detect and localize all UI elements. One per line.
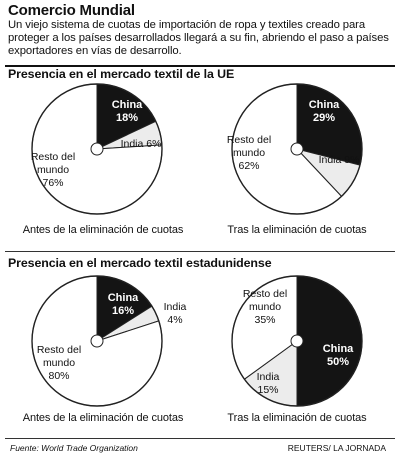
section-divider	[5, 65, 395, 67]
pie-outline	[231, 83, 363, 215]
pie-slice-china	[296, 275, 363, 407]
pie-label-china: China 29%	[309, 99, 340, 124]
pie-label-china: China 16%	[108, 292, 139, 317]
pie-label-india: India 15%	[257, 371, 280, 396]
pie-label-rest: Resto del mundo 62%	[227, 134, 271, 172]
pie-center-hole	[290, 334, 304, 348]
footer-credit: REUTERS/ LA JORNADA	[287, 443, 386, 453]
pie-caption-us-after: Tras la eliminación de cuotas	[227, 412, 367, 424]
pie-label-rest: Resto del mundo 76%	[31, 151, 75, 189]
pie-outline	[231, 275, 363, 407]
pie-caption-eu-after: Tras la eliminación de cuotas	[227, 224, 367, 236]
pie-outline	[31, 275, 163, 407]
pie-chart-us-before: China 16% India 4% Resto del mundo 80%	[31, 275, 187, 407]
pie-label-china: China 18%	[112, 99, 143, 124]
page-title: Comercio Mundial	[8, 2, 135, 19]
pie-label-india: India 4%	[164, 301, 187, 326]
footer-divider	[5, 438, 395, 439]
section-title-us: Presencia en el mercado textil estadunid…	[8, 256, 272, 270]
pie-center-hole	[290, 142, 304, 156]
section-divider	[5, 251, 395, 252]
pie-caption-us-before: Antes de la eliminación de cuotas	[22, 412, 184, 424]
pie-label-china: China 50%	[323, 343, 354, 368]
intro-text: Un viejo sistema de cuotas de importació…	[8, 19, 389, 57]
pie-center-hole	[90, 142, 104, 156]
pie-label-india: India 6%	[121, 138, 162, 150]
pie-outline	[31, 83, 163, 215]
pie-caption-eu-before: Antes de la eliminación de cuotas	[22, 224, 184, 236]
pie-chart-eu-before: China 18% India 6% Resto del mundo 76%	[31, 83, 163, 215]
pie-label-rest: Resto del mundo 80%	[37, 344, 81, 382]
pie-chart-us-after: China 50% India 15% Resto del mundo 35%	[231, 275, 363, 407]
section-title-eu: Presencia en el mercado textil de la UE	[8, 67, 235, 81]
pie-center-hole	[90, 334, 104, 348]
footer-source: Fuente: World Trade Organization	[10, 443, 138, 453]
pie-label-india: India 9%	[319, 154, 360, 166]
pie-label-rest: Resto del mundo 35%	[243, 288, 287, 326]
pie-chart-eu-after: China 29% India 9% Resto del mundo 62%	[227, 83, 363, 215]
